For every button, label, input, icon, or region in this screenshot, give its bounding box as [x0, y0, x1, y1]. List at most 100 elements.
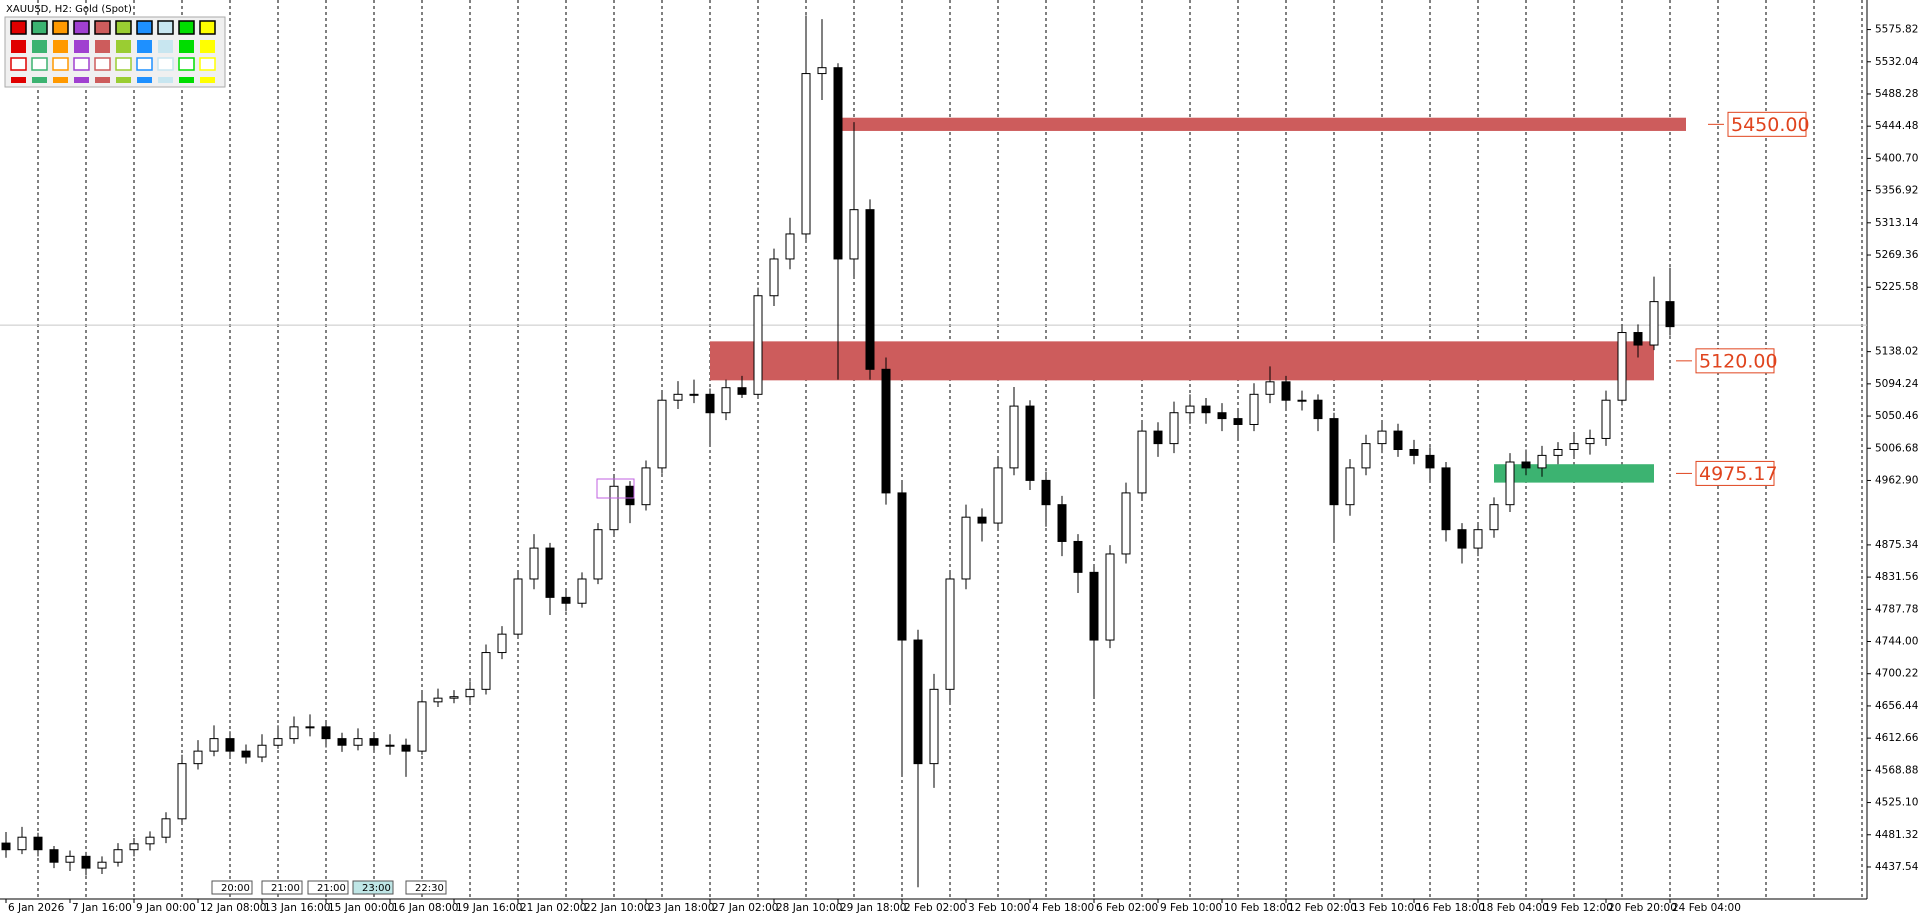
palette-swatch	[74, 77, 89, 83]
candle-body	[801, 73, 811, 235]
timeline-tag-box	[211, 880, 253, 895]
candle-body	[961, 516, 971, 580]
candle-body	[129, 843, 139, 851]
candle-body	[1601, 399, 1611, 439]
x-tick-label: 12 Jan 08:00	[200, 902, 266, 914]
x-tick-label: 28 Jan 10:00	[776, 902, 842, 914]
candle-body	[545, 547, 555, 598]
timeline-tag-label: 20:00	[221, 883, 250, 894]
x-tick-label: 6 Jan 2026	[8, 902, 65, 914]
candle-body	[1361, 443, 1371, 469]
candle-body	[689, 393, 699, 396]
x-tick-label: 9 Feb 10:00	[1160, 902, 1222, 914]
candle-body	[1105, 553, 1115, 641]
palette-swatch	[94, 57, 111, 71]
candle-body	[1025, 405, 1035, 481]
palette-swatch	[95, 40, 110, 53]
candle-body	[833, 67, 843, 260]
candle-body	[97, 861, 107, 869]
timeline-tag-label: 21:00	[317, 883, 346, 894]
palette-swatch	[116, 40, 131, 53]
candle-body	[1169, 412, 1179, 445]
timeline-tag-box	[307, 880, 349, 895]
y-tick-label: 5532.04	[1875, 56, 1919, 68]
candle-body	[673, 393, 683, 401]
palette-swatch	[199, 20, 216, 35]
x-tick-label: 21 Jan 02:00	[520, 902, 586, 914]
palette-swatch	[158, 40, 173, 53]
zone	[838, 117, 1686, 131]
palette-swatch	[178, 57, 195, 71]
timeline-tag: 22:30	[405, 880, 447, 895]
candle-body	[849, 209, 859, 260]
candle-body	[1153, 430, 1163, 445]
candle-body	[225, 738, 235, 752]
candle-body	[1041, 479, 1051, 506]
palette-swatch	[52, 20, 69, 35]
candle-body	[1441, 467, 1451, 531]
timeline-tag-label: 21:00	[271, 883, 300, 894]
candle-body	[49, 849, 59, 863]
candle-body	[993, 467, 1003, 524]
candle-body	[1633, 332, 1643, 346]
candle-body	[1249, 393, 1259, 425]
x-tick-label: 27 Jan 02:00	[712, 902, 778, 914]
candle-body	[465, 688, 475, 698]
candle-body	[929, 688, 939, 765]
candle-body	[1121, 492, 1131, 555]
timeline-tag: 23:00	[352, 880, 394, 895]
y-tick-label: 5050.46	[1875, 410, 1919, 422]
candle-body	[865, 209, 875, 370]
candle-body	[1233, 418, 1243, 425]
x-tick-label: 23 Jan 18:00	[648, 902, 714, 914]
candle-body	[385, 744, 395, 747]
timeline-tag-box	[261, 880, 303, 895]
candle-body	[1057, 504, 1067, 542]
palette-swatch	[200, 77, 215, 83]
palette-swatch	[158, 77, 173, 83]
candle-body	[1329, 418, 1339, 506]
x-tick-label: 29 Jan 18:00	[840, 902, 906, 914]
palette-swatch	[115, 57, 132, 71]
candle-body	[1617, 332, 1627, 401]
chart-title: XAUUSD, H2: Gold (Spot)	[6, 4, 132, 15]
y-tick-label: 5400.70	[1875, 152, 1918, 164]
palette-swatch	[10, 57, 27, 71]
palette-swatch	[95, 77, 110, 83]
x-tick-label: 12 Feb 02:00	[1288, 902, 1357, 914]
candle-body	[1585, 437, 1595, 445]
candle-body	[433, 697, 443, 703]
palette-swatch	[53, 77, 68, 83]
palette-swatch	[10, 20, 27, 35]
palette-swatch	[32, 40, 47, 53]
candle-body	[1217, 412, 1227, 420]
y-tick-label: 4525.10	[1875, 797, 1918, 809]
candle-body	[641, 467, 651, 506]
candle-body	[753, 295, 763, 395]
x-tick-label: 10 Feb 18:00	[1224, 902, 1293, 914]
level-label-box	[1727, 111, 1807, 137]
candle-body	[353, 738, 363, 746]
palette-swatch	[94, 20, 111, 35]
y-tick-label: 5356.92	[1875, 185, 1918, 197]
palette-swatch	[200, 40, 215, 53]
palette-swatch	[137, 40, 152, 53]
candle-body	[1009, 405, 1019, 469]
candle-body	[161, 818, 171, 838]
candle-body	[369, 738, 379, 746]
candle-body	[1505, 461, 1515, 506]
candle-body	[257, 744, 267, 758]
candle-body	[1313, 399, 1323, 420]
candle-body	[1297, 399, 1307, 402]
candle-body	[1553, 449, 1563, 456]
candle-body	[1473, 529, 1483, 549]
x-tick-label: 2 Feb 02:00	[904, 902, 966, 914]
x-tick-label: 15 Jan 00:00	[328, 902, 394, 914]
candle-body	[1409, 449, 1419, 456]
x-tick-label: 24 Feb 04:00	[1672, 902, 1741, 914]
palette-swatch	[157, 57, 174, 71]
palette-swatch	[137, 77, 152, 83]
candle-body	[1345, 467, 1355, 506]
candle-body	[817, 67, 827, 75]
